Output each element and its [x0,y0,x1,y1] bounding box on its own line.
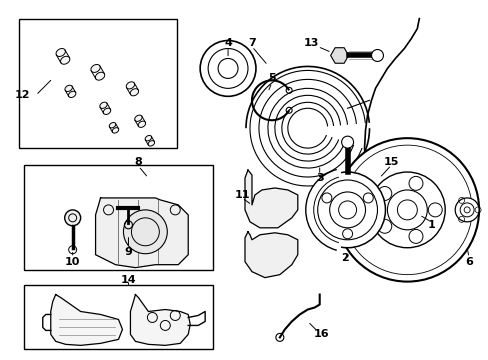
Ellipse shape [112,128,119,133]
Polygon shape [330,48,348,63]
Circle shape [454,198,478,222]
Ellipse shape [61,56,70,64]
Circle shape [371,50,383,62]
Text: 11: 11 [234,190,249,200]
Ellipse shape [126,82,134,89]
Text: 15: 15 [383,157,398,167]
Ellipse shape [138,121,145,127]
Text: 3: 3 [315,173,323,183]
Polygon shape [51,294,122,345]
Circle shape [309,172,385,248]
Ellipse shape [109,122,116,128]
Circle shape [123,210,167,254]
Text: 9: 9 [124,247,132,257]
Circle shape [408,176,422,190]
Circle shape [369,172,444,248]
Text: 5: 5 [267,73,275,84]
Ellipse shape [100,102,107,108]
Ellipse shape [56,49,65,57]
Polygon shape [244,170,297,228]
Text: 16: 16 [313,329,329,339]
Text: 6: 6 [464,257,472,267]
Ellipse shape [145,135,151,141]
Text: 2: 2 [340,253,348,263]
Text: 4: 4 [224,37,231,48]
Text: 13: 13 [304,37,319,48]
Circle shape [377,219,391,233]
Circle shape [335,138,478,282]
Ellipse shape [134,115,142,121]
Ellipse shape [103,108,110,114]
Text: 14: 14 [121,275,136,285]
Text: 8: 8 [134,157,142,167]
Text: 7: 7 [247,37,255,48]
Circle shape [408,229,422,243]
Bar [24,165,213,270]
Bar [24,285,213,349]
Ellipse shape [68,91,76,98]
Ellipse shape [130,89,138,96]
Polygon shape [130,294,190,345]
Circle shape [427,203,441,217]
Circle shape [200,41,255,96]
Text: 1: 1 [427,220,434,230]
Text: 10: 10 [65,257,80,267]
Ellipse shape [65,85,72,91]
Circle shape [341,136,353,148]
Text: 12: 12 [15,90,31,100]
Ellipse shape [148,141,154,146]
Bar [19,19,177,148]
Polygon shape [244,232,297,278]
Ellipse shape [95,72,104,80]
Polygon shape [95,198,188,268]
Circle shape [377,186,391,201]
Ellipse shape [91,64,100,72]
Circle shape [64,210,81,226]
